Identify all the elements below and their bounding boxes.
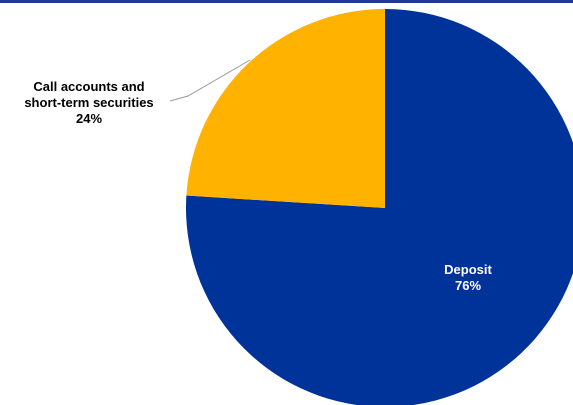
data-label-call-accounts-line-2: short-term securities <box>24 95 154 110</box>
pie-slice-deposit <box>185 9 573 405</box>
data-label-call-accounts: Call accounts and short-term securities … <box>4 79 174 127</box>
top-rule <box>0 0 573 3</box>
pie-slice-call-accounts-and-short-term-securities <box>186 9 385 208</box>
data-label-deposit-value: 76% <box>454 278 482 293</box>
data-label-deposit: Deposit 76% <box>418 262 518 294</box>
data-label-call-accounts-value: 24% <box>75 111 103 126</box>
data-label-deposit-line-1: Deposit <box>444 262 492 277</box>
pie-slices <box>185 9 573 405</box>
leader-line <box>169 59 251 102</box>
data-label-call-accounts-line-1: Call accounts and <box>33 79 145 94</box>
